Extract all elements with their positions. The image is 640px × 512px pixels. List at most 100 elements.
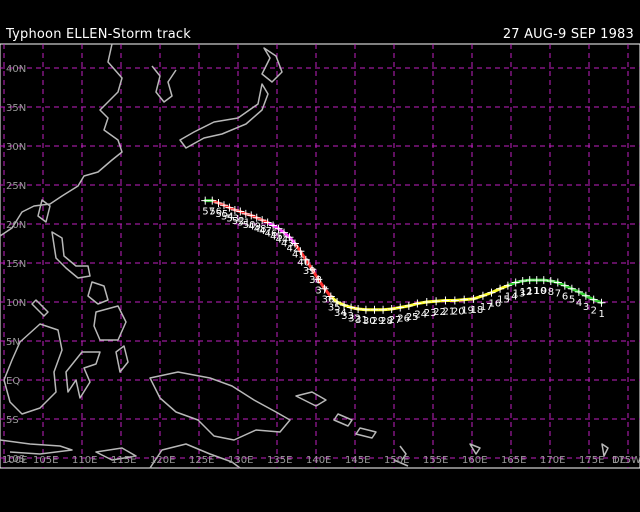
coast-halmahera — [115, 345, 129, 373]
coast-java — [0, 439, 73, 455]
track-point — [567, 284, 576, 293]
track-point — [258, 216, 267, 225]
lon-label: 125E — [189, 455, 214, 466]
track-segment — [481, 291, 493, 298]
track-point — [503, 281, 512, 290]
track-point-label: 16 — [489, 299, 502, 310]
coast-australia — [149, 443, 241, 469]
track-point — [404, 301, 413, 310]
track-point — [574, 287, 583, 296]
track-point — [469, 294, 478, 303]
lon-label: 175W — [612, 455, 640, 466]
lat-label: 5N — [6, 337, 20, 348]
track-point — [269, 221, 278, 230]
track-point — [413, 299, 422, 308]
track-segment — [298, 249, 308, 262]
track-point-label: 52 — [232, 216, 245, 227]
coast-mindanao — [93, 305, 127, 341]
lat-label: 20N — [6, 220, 26, 231]
track-point — [230, 205, 239, 214]
track-point-label: 46 — [265, 228, 278, 239]
track-point — [219, 201, 228, 210]
coastlines — [0, 43, 609, 469]
coast-solomons-2 — [355, 427, 377, 439]
track-point-label: 12 — [520, 287, 533, 298]
lon-label: 175E — [579, 455, 604, 466]
track-segment — [316, 277, 327, 291]
lon-label: 145E — [345, 455, 370, 466]
track-point-label: 24 — [414, 310, 427, 321]
coast-palawan — [31, 299, 49, 317]
track-point-label: 25 — [406, 312, 419, 323]
track-point-label: 35 — [328, 303, 341, 314]
coast-asia-mainland — [0, 43, 123, 237]
coast-visayas — [87, 281, 109, 305]
lat-label: 10N — [6, 298, 26, 309]
lat-label: 15N — [6, 259, 26, 270]
lat-label: 25N — [6, 181, 26, 192]
track-point — [274, 224, 283, 233]
track-point — [214, 198, 223, 207]
track-point-label: 7 — [555, 289, 561, 300]
track-segment — [310, 267, 320, 281]
track-point — [201, 196, 210, 205]
track-segment — [490, 287, 502, 295]
track-point-label: 45 — [270, 232, 283, 243]
track-point — [441, 296, 450, 305]
track-point — [347, 303, 356, 312]
track-point-label: 10 — [534, 286, 547, 297]
lat-label: 40N — [6, 64, 26, 75]
track-point-label: 51 — [237, 218, 250, 229]
lon-label: 165E — [501, 455, 526, 466]
track-point — [308, 265, 317, 274]
track-point-label: 33 — [341, 311, 354, 322]
track-segment — [304, 258, 314, 271]
track-point — [539, 276, 548, 285]
track-point-label: 19 — [461, 306, 474, 317]
track-point — [478, 291, 487, 300]
coast-japan-hokkaido — [261, 47, 283, 83]
lon-label: 155E — [423, 455, 448, 466]
track-point — [290, 239, 299, 248]
track-point-label: 53 — [226, 214, 239, 225]
track-point-label: 49 — [248, 221, 261, 232]
track-point-label: 55 — [216, 209, 229, 220]
track-point — [314, 275, 323, 284]
track-point — [326, 292, 335, 301]
track-point — [247, 211, 256, 220]
track-point-label: 57 — [202, 207, 215, 218]
track-point — [560, 281, 569, 290]
lat-label: EQ — [6, 376, 20, 387]
track-point-label: 54 — [221, 211, 234, 222]
track-point-label: 15 — [497, 295, 510, 306]
lat-label: 30N — [6, 142, 26, 153]
track-point-label: 30 — [363, 316, 376, 327]
track-segment — [472, 294, 485, 301]
lon-label: 120E — [150, 455, 175, 466]
coast-korea — [151, 65, 177, 103]
track-point-label: 41 — [292, 250, 305, 261]
lon-label: 170E — [540, 455, 565, 466]
track-point-label: 17 — [480, 302, 493, 313]
track-point-label: 21 — [442, 306, 455, 317]
coast-luzon — [51, 231, 91, 279]
track-point-label: 1 — [598, 309, 604, 320]
track-point — [301, 255, 310, 264]
lat-label: 10S — [6, 454, 25, 465]
track-point-label: 26 — [397, 313, 410, 324]
coast-bismarck — [295, 391, 327, 407]
coast-sulawesi — [65, 351, 101, 399]
lon-label: 105E — [33, 455, 58, 466]
track-point — [379, 305, 388, 314]
track-point-label: 50 — [243, 220, 256, 231]
track-point-label: 32 — [348, 313, 361, 324]
track-point-label: 14 — [505, 292, 518, 303]
track-point — [236, 207, 245, 216]
track-point — [553, 278, 562, 287]
date-range: 27 AUG-9 SEP 1983 — [502, 27, 634, 42]
track-point — [460, 295, 469, 304]
track-point-label: 22 — [433, 307, 446, 318]
coast-vanuatu — [399, 445, 407, 461]
track-point — [370, 305, 379, 314]
